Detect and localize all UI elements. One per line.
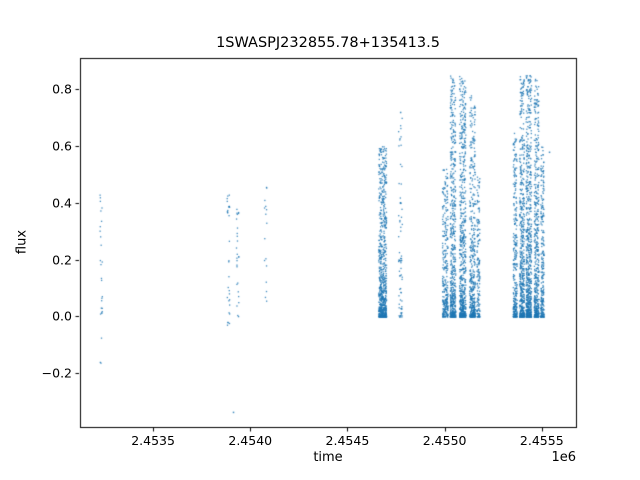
x-tick-label: 2.4550 xyxy=(422,433,467,448)
chart-title: 1SWASPJ232855.78+135413.5 xyxy=(216,35,440,51)
y-tick-label: 0.2 xyxy=(52,252,72,268)
x-axis-offset-label: 1e6 xyxy=(551,450,576,465)
y-tick-label: 0.6 xyxy=(52,138,72,154)
x-tick-label: 2.4545 xyxy=(325,433,370,448)
y-axis-label: flux xyxy=(14,229,30,255)
x-tick-label: 2.4535 xyxy=(131,433,175,448)
y-tick-label: −0.2 xyxy=(41,365,72,381)
y-tick-label: 0.4 xyxy=(52,195,72,211)
x-tick-label: 2.4540 xyxy=(228,433,273,448)
y-tick-label: 0.8 xyxy=(52,81,72,97)
x-tick-label: 2.4555 xyxy=(519,433,564,448)
y-tick-label: 0.0 xyxy=(52,308,72,324)
x-axis-label: time xyxy=(313,450,343,465)
